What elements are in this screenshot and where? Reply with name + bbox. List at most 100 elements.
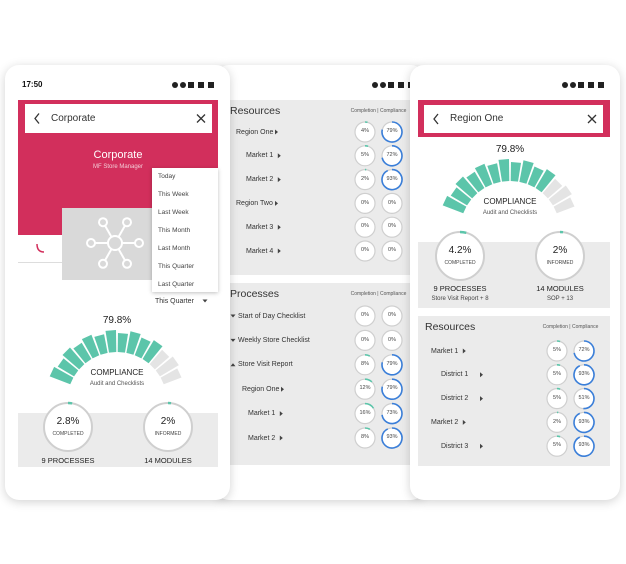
- row-name[interactable]: Store Visit Report: [238, 361, 293, 369]
- stat-value: 2%: [552, 245, 568, 256]
- row-name[interactable]: Market 4: [246, 247, 274, 255]
- hub-icon: [107, 235, 123, 251]
- gauge-segment: [442, 195, 467, 214]
- section-title: Resources: [230, 104, 281, 117]
- gauge-segment: [510, 162, 522, 182]
- caret: [277, 248, 281, 254]
- row-name[interactable]: Market 1: [246, 152, 274, 160]
- gauge-segment: [548, 185, 572, 206]
- dropdown-item[interactable]: Last Quarter: [158, 280, 195, 288]
- caret: [462, 348, 466, 354]
- status-icon: [198, 82, 204, 88]
- caret: [202, 299, 208, 303]
- caret: [462, 419, 466, 425]
- status-icon: [208, 82, 214, 88]
- stat-value: 4.2%: [448, 245, 472, 256]
- stat-ring-track: [435, 231, 485, 281]
- caret: [230, 314, 236, 318]
- search-text[interactable]: Region One: [450, 113, 504, 124]
- dropdown-item[interactable]: Today: [158, 172, 176, 180]
- completion-value: 5%: [553, 442, 561, 449]
- compliance-value: 93%: [578, 442, 590, 449]
- caret: [281, 386, 284, 392]
- compliance-value: 93%: [578, 418, 590, 425]
- hub-node: [98, 217, 108, 228]
- row-name[interactable]: Start of Day Checklist: [238, 312, 306, 320]
- status-icon: [372, 82, 378, 88]
- clear-icon: [196, 114, 206, 123]
- dropdown-item[interactable]: Last Month: [158, 244, 191, 252]
- gauge-segment: [519, 160, 534, 184]
- status-icon: [388, 82, 394, 88]
- stat-ring-track: [143, 402, 193, 452]
- compliance-ring-track: [381, 240, 403, 262]
- compliance-value: 72%: [578, 347, 590, 354]
- row-name[interactable]: District 1: [441, 371, 469, 379]
- row-name[interactable]: District 3: [441, 442, 469, 450]
- row-name[interactable]: Market 1: [248, 410, 276, 418]
- completion-value: 0%: [361, 247, 369, 254]
- compliance-value: 79%: [386, 385, 398, 392]
- stat-label: COMPLETED: [52, 430, 84, 437]
- section-legend: Completion | Compliance: [350, 290, 407, 297]
- gauge-segment: [149, 349, 170, 370]
- gauge-subtitle: Audit and Checklists: [482, 210, 538, 216]
- compliance-value: 0%: [388, 247, 396, 254]
- search-box[interactable]: [424, 105, 603, 133]
- row-name[interactable]: Market 2: [431, 418, 459, 426]
- row-name[interactable]: District 2: [441, 395, 469, 403]
- dropdown: [152, 168, 218, 292]
- gauge-segment: [105, 330, 117, 353]
- dropdown-item[interactable]: This Quarter: [158, 262, 195, 270]
- completion-value: 0%: [361, 223, 369, 230]
- stat-caption: 14 MODULES: [144, 456, 192, 466]
- compliance-ring-arc: [583, 387, 595, 410]
- row-name[interactable]: Market 1: [431, 347, 459, 355]
- dropdown-item[interactable]: This Week: [158, 190, 189, 198]
- dropdown-item[interactable]: This Month: [158, 226, 191, 234]
- stat-caption: 9 PROCESSES: [41, 456, 95, 466]
- search-box[interactable]: [25, 104, 212, 133]
- hub-spoke: [104, 225, 113, 238]
- row-name[interactable]: Region One: [236, 128, 274, 136]
- compliance-ring-track: [381, 192, 403, 214]
- row-name[interactable]: Region Two: [236, 199, 273, 207]
- completion-value: 2%: [553, 418, 561, 425]
- compliance-value: 79%: [386, 361, 398, 368]
- stat-caption: 9 PROCESSES: [433, 284, 487, 294]
- caret: [277, 177, 281, 183]
- caret: [275, 129, 278, 135]
- gauge-segment: [94, 334, 108, 355]
- row-name[interactable]: Region One: [242, 385, 280, 393]
- completion-value: 8%: [361, 434, 369, 441]
- search-text[interactable]: Corporate: [51, 112, 96, 124]
- row-name[interactable]: Market 3: [246, 223, 274, 231]
- phone-icon: [36, 243, 45, 253]
- banner-title: Corporate: [93, 148, 143, 161]
- caret: [277, 153, 281, 159]
- status-icon: [398, 82, 404, 88]
- gauge-segment: [553, 197, 575, 214]
- completion-value: 5%: [553, 347, 561, 354]
- hub-node: [86, 238, 96, 248]
- compliance-ring-arc: [381, 121, 403, 143]
- caret: [277, 224, 281, 230]
- period-select[interactable]: This Quarter: [155, 297, 194, 305]
- row-name[interactable]: Market 2: [246, 176, 274, 184]
- caret: [279, 435, 283, 441]
- phone-graphics: [34, 82, 214, 452]
- status-icon: [562, 82, 568, 88]
- compliance-ring-arc: [381, 168, 403, 191]
- caret: [480, 372, 483, 378]
- row-name[interactable]: Market 2: [248, 434, 276, 442]
- stat-label: COMPLETED: [444, 259, 476, 266]
- dropdown-item[interactable]: Last Week: [158, 208, 189, 216]
- gauge-segment: [474, 163, 493, 188]
- back-arrow: [34, 113, 40, 124]
- compliance-value: 93%: [578, 371, 590, 378]
- row-name[interactable]: Weekly Store Checklist: [238, 336, 310, 344]
- compliance-value: 0%: [388, 199, 396, 206]
- stat-ring-track: [43, 402, 93, 452]
- clear-icon: [587, 114, 597, 124]
